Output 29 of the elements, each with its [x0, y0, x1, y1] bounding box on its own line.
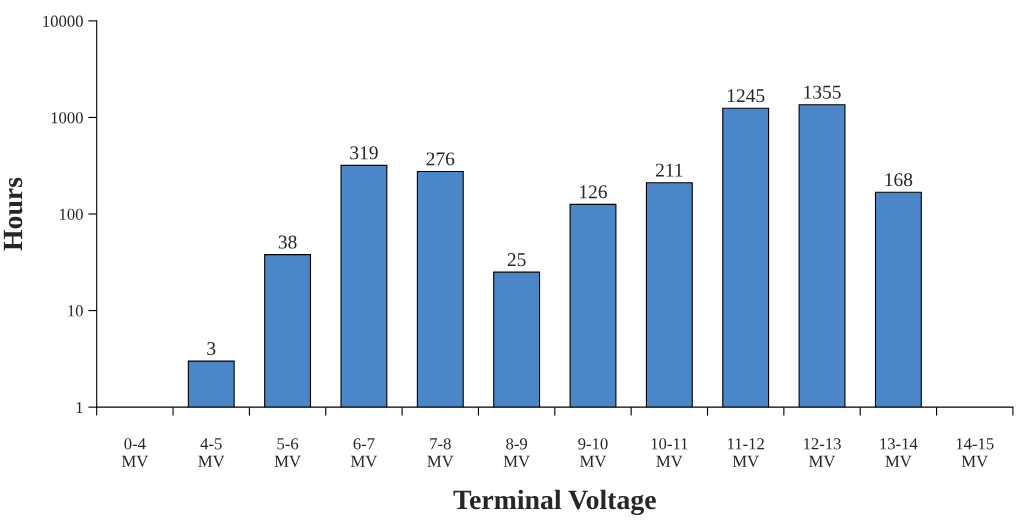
data-label: 1355 — [804, 85, 841, 99]
data-label: 211 — [655, 163, 683, 177]
x-tick-label: 5-6 MV — [274, 438, 301, 467]
x-tick-label: 12-13 MV — [804, 438, 841, 467]
data-label: 319 — [350, 146, 378, 160]
data-label: 168 — [885, 173, 913, 187]
x-tick-label: 14-15 MV — [956, 438, 994, 467]
x-tick-label: 10-11 MV — [651, 438, 688, 467]
x-tick-label: 9-10 MV — [578, 438, 608, 467]
y-tick-label: 10000 — [43, 15, 83, 27]
data-label: 38 — [278, 235, 297, 249]
data-label: 126 — [580, 185, 607, 199]
x-tick-label: 11-12 MV — [728, 438, 764, 467]
data-label: 3 — [207, 342, 216, 356]
data-label: 1245 — [727, 89, 765, 103]
x-tick-label: 7-8 MV — [427, 438, 454, 467]
y-tick-label: 10 — [68, 305, 83, 317]
y-tick-label: 1000 — [51, 112, 83, 124]
data-label: 276 — [426, 152, 455, 166]
y-axis-title: Hours — [3, 177, 23, 251]
x-axis-title: Terminal Voltage — [453, 489, 656, 516]
y-tick-label: 1 — [76, 401, 83, 413]
y-tick-label: 100 — [59, 208, 83, 220]
x-tick-label: 13-14 MV — [880, 438, 918, 467]
x-tick-label: 6-7 MV — [350, 438, 378, 467]
x-tick-label: 4-5 MV — [198, 438, 225, 467]
x-tick-label: 8-9 MV — [503, 438, 530, 467]
x-tick-label: 0-4 MV — [121, 438, 149, 467]
data-label: 25 — [507, 253, 526, 267]
